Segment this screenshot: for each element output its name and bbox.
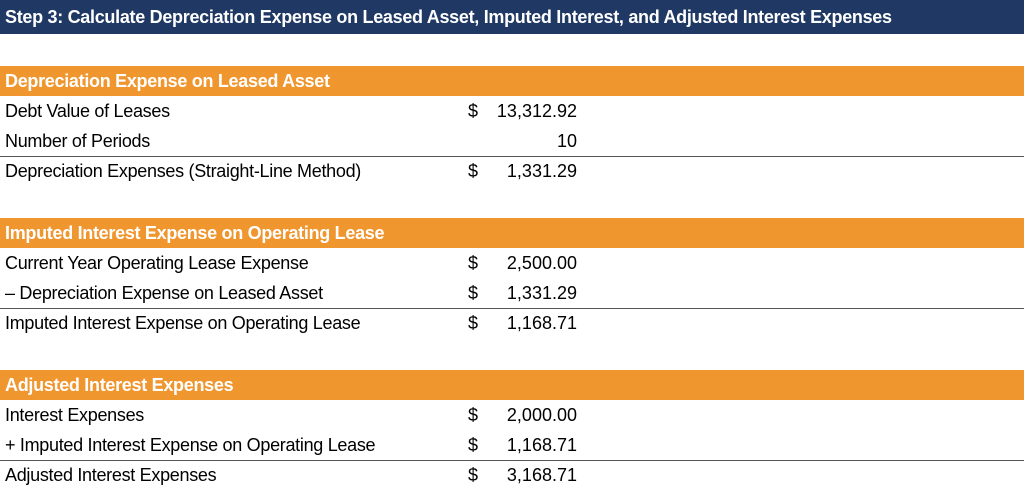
currency-symbol: $ [468,101,479,121]
section-header: Depreciation Expense on Leased Asset [0,66,1024,96]
table-row: – Depreciation Expense on Leased Asset $1… [0,278,1024,308]
title: Step 3: Calculate Depreciation Expense o… [5,7,892,27]
currency-symbol: $ [468,405,479,425]
section: Depreciation Expense on Leased Asset Debt… [0,66,1024,186]
table-row: + Imputed Interest Expense on Operating … [0,430,1024,460]
row-value: 1,331.29 [506,283,577,303]
table-row: Number of Periods 10 [0,126,1024,156]
table-row: Adjusted Interest Expenses $3,168.71 [0,460,1024,490]
row-label: Interest Expenses [5,405,144,425]
row-label: Current Year Operating Lease Expense [5,253,309,273]
row-value: 1,168.71 [506,435,577,455]
row-value: 3,168.71 [506,465,577,485]
section-heading: Depreciation Expense on Leased Asset [5,71,330,91]
row-value: 13,312.92 [496,101,577,121]
currency-symbol: $ [468,253,479,273]
row-value: 1,331.29 [506,161,577,181]
row-value: 2,000.00 [506,405,577,425]
section: Imputed Interest Expense on Operating Le… [0,218,1024,338]
currency-symbol: $ [468,465,479,485]
section-heading: Adjusted Interest Expenses [5,375,234,395]
row-label: + Imputed Interest Expense on Operating … [5,435,376,455]
table-row: Depreciation Expenses (Straight-Line Met… [0,156,1024,186]
row-label: – Depreciation Expense on Leased Asset [5,283,323,303]
row-label: Number of Periods [5,131,150,151]
table-row: Imputed Interest Expense on Operating Le… [0,308,1024,338]
currency-symbol: $ [468,313,479,333]
section-heading: Imputed Interest Expense on Operating Le… [5,223,385,243]
row-value: 1,168.71 [506,313,577,333]
section: Adjusted Interest Expenses Interest Expen… [0,370,1024,490]
row-label: Imputed Interest Expense on Operating Le… [5,313,361,333]
row-value: 2,500.00 [506,253,577,273]
section-header: Imputed Interest Expense on Operating Le… [0,218,1024,248]
currency-symbol: $ [468,283,479,303]
row-value: 10 [556,131,577,151]
currency-symbol: $ [468,161,479,181]
row-label: Depreciation Expenses (Straight-Line Met… [5,161,361,181]
table-row: Debt Value of Leases $13,312.92 [0,96,1024,126]
table-row: Current Year Operating Lease Expense $2,5… [0,248,1024,278]
currency-symbol: $ [468,435,479,455]
row-label: Adjusted Interest Expenses [5,465,217,485]
row-label: Debt Value of Leases [5,101,170,121]
section-header: Adjusted Interest Expenses [0,370,1024,400]
table-row: Interest Expenses $2,000.00 [0,400,1024,430]
title-bar: Step 3: Calculate Depreciation Expense o… [0,0,1024,34]
